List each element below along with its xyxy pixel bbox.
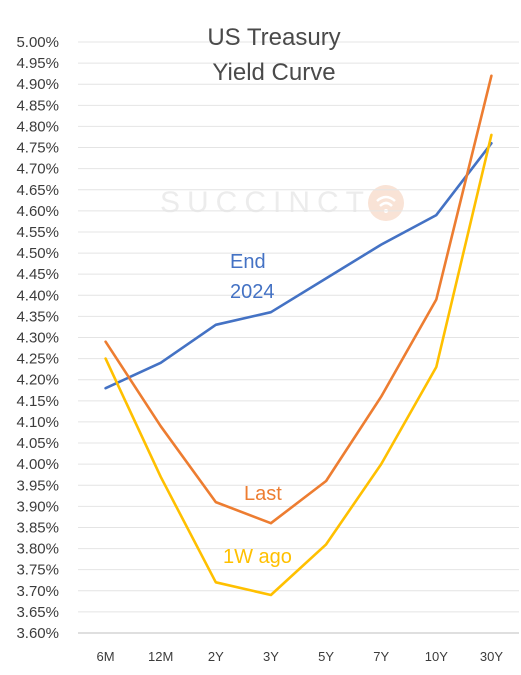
- series-label-end-2024-line-2: 2024: [230, 281, 275, 303]
- y-tick-label: 4.35%: [16, 308, 59, 325]
- x-tick-label: 30Y: [480, 649, 503, 664]
- x-tick-label: 10Y: [425, 649, 448, 664]
- y-tick-label: 4.80%: [16, 118, 59, 135]
- series-label-1w-ago: 1W ago: [223, 546, 292, 568]
- gridlines: [78, 41, 519, 634]
- series-label-end-2024-line-1: End: [230, 251, 266, 273]
- y-tick-label: 3.80%: [16, 541, 59, 558]
- y-tick-label: 4.75%: [16, 140, 59, 157]
- x-tick-label: 5Y: [318, 649, 334, 664]
- y-tick-label: 3.90%: [16, 498, 59, 515]
- y-tick-label: 3.60%: [16, 625, 59, 642]
- y-tick-label: 4.90%: [16, 76, 59, 93]
- x-tick-label: 2Y: [208, 649, 224, 664]
- y-tick-label: 4.15%: [16, 393, 59, 410]
- y-tick-label: 3.85%: [16, 519, 59, 536]
- y-tick-label: 4.05%: [16, 435, 59, 452]
- series-label-last: Last: [244, 483, 282, 505]
- title-line-1: US Treasury: [207, 24, 340, 51]
- title-line-2: Yield Curve: [212, 59, 335, 86]
- watermark: SUCCINCT: [160, 185, 404, 221]
- x-tick-label: 3Y: [263, 649, 279, 664]
- series-line-last: [104, 74, 493, 525]
- y-tick-label: 4.70%: [16, 161, 59, 178]
- y-tick-label: 4.40%: [16, 287, 59, 304]
- series-line-end-2024: [104, 142, 493, 390]
- y-tick-label: 3.95%: [16, 477, 59, 494]
- y-tick-label: 4.10%: [16, 414, 59, 431]
- y-tick-label: 3.75%: [16, 562, 59, 579]
- y-tick-label: 5.00%: [16, 34, 59, 51]
- y-tick-label: 4.25%: [16, 351, 59, 368]
- y-tick-label: 4.20%: [16, 372, 59, 389]
- y-tick-label: 4.95%: [16, 55, 59, 72]
- y-tick-label: 4.50%: [16, 245, 59, 262]
- y-tick-label: 4.45%: [16, 266, 59, 283]
- y-axis-ticks: 3.60% 3.65% 3.70% 3.75% 3.80% 3.85% 3.90% 3.95%…: [16, 34, 59, 642]
- y-tick-label: 4.30%: [16, 330, 59, 347]
- y-tick-label: 3.65%: [16, 604, 59, 621]
- y-tick-label: 4.60%: [16, 203, 59, 220]
- chart-title: US Treasury Yield Curve: [207, 24, 340, 86]
- x-tick-label: 7Y: [373, 649, 389, 664]
- watermark-text: SUCCINCT: [160, 186, 371, 219]
- watermark-logo-icon: [368, 185, 404, 221]
- x-axis-ticks: 6M 12M 2Y 3Y 5Y 7Y 10Y 30Y: [97, 649, 504, 664]
- y-tick-label: 4.65%: [16, 182, 59, 199]
- y-tick-label: 4.55%: [16, 224, 59, 241]
- x-tick-label: 6M: [97, 649, 115, 664]
- series-lines: [104, 74, 493, 597]
- y-tick-label: 4.85%: [16, 97, 59, 114]
- y-tick-label: 3.70%: [16, 583, 59, 600]
- y-tick-label: 4.00%: [16, 456, 59, 473]
- series-line-1w-ago: [104, 133, 493, 597]
- series-labels: End 2024 Last 1W ago: [223, 251, 292, 568]
- x-tick-label: 12M: [148, 649, 173, 664]
